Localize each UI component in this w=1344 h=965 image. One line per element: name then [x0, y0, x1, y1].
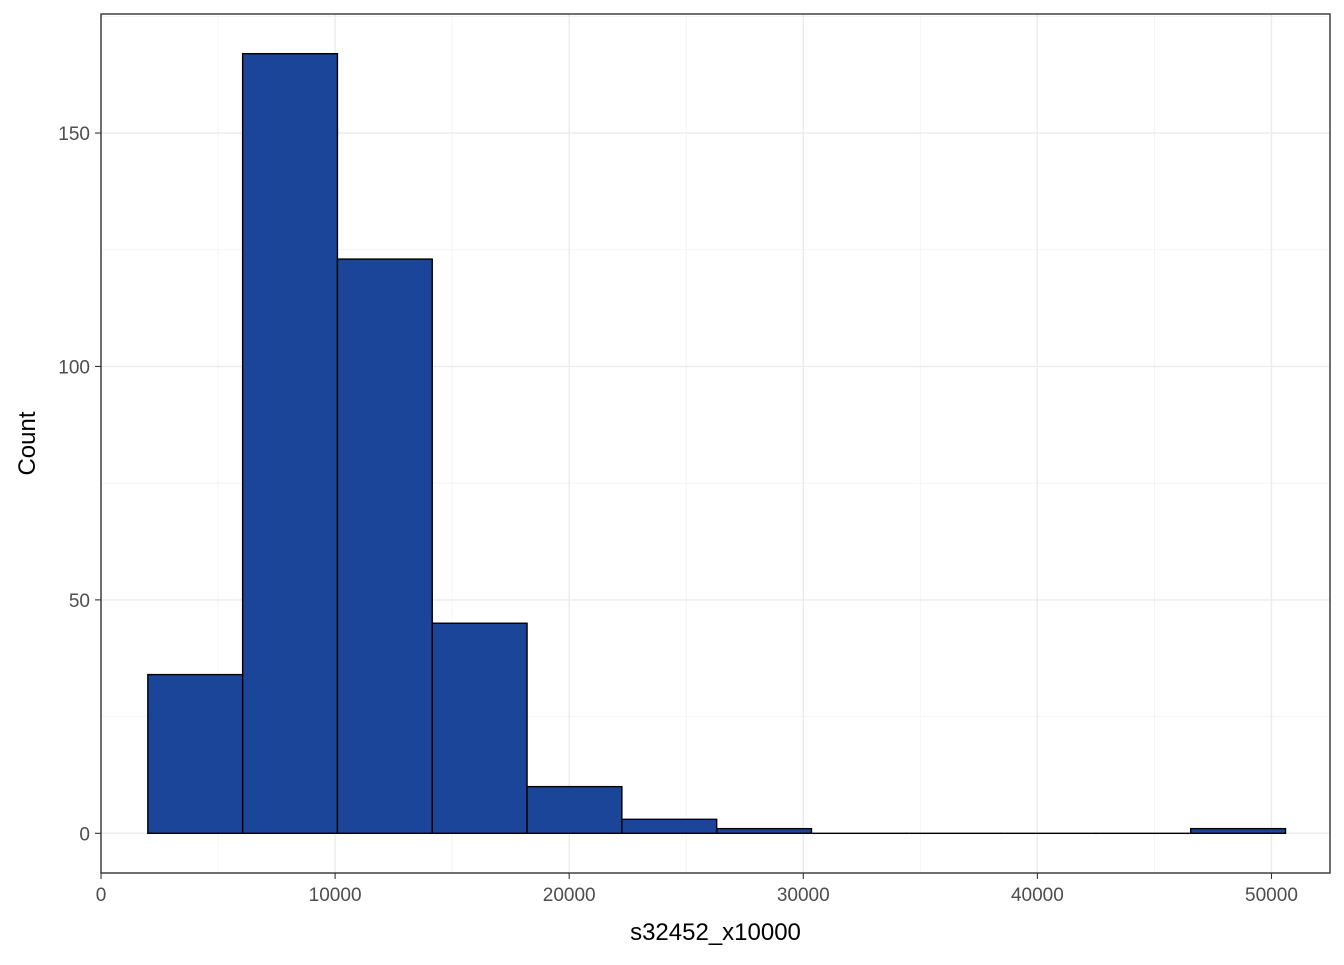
histogram-bar-2	[243, 54, 338, 834]
y-tick-label: 150	[58, 124, 90, 145]
histogram-bar-6	[622, 819, 717, 833]
histogram-bar-1	[148, 675, 243, 834]
x-axis-title: s32452_x10000	[630, 919, 801, 946]
x-tick-label: 20000	[543, 885, 596, 906]
histogram-bar-3	[337, 259, 432, 833]
y-tick-label: 100	[58, 357, 90, 378]
histogram-bar-4	[432, 623, 527, 833]
x-tick-label: 40000	[1011, 885, 1064, 906]
y-axis-title: Count	[14, 411, 41, 475]
x-tick-label: 30000	[777, 885, 830, 906]
histogram-bar-5	[527, 787, 622, 834]
x-tick-label: 50000	[1245, 885, 1298, 906]
histogram-bar-12	[1191, 829, 1286, 834]
x-tick-label: 10000	[309, 885, 362, 906]
y-tick-label: 50	[69, 591, 90, 612]
histogram-bar-7	[717, 829, 812, 834]
x-tick-label: 0	[96, 885, 107, 906]
y-tick-label: 0	[79, 824, 90, 845]
